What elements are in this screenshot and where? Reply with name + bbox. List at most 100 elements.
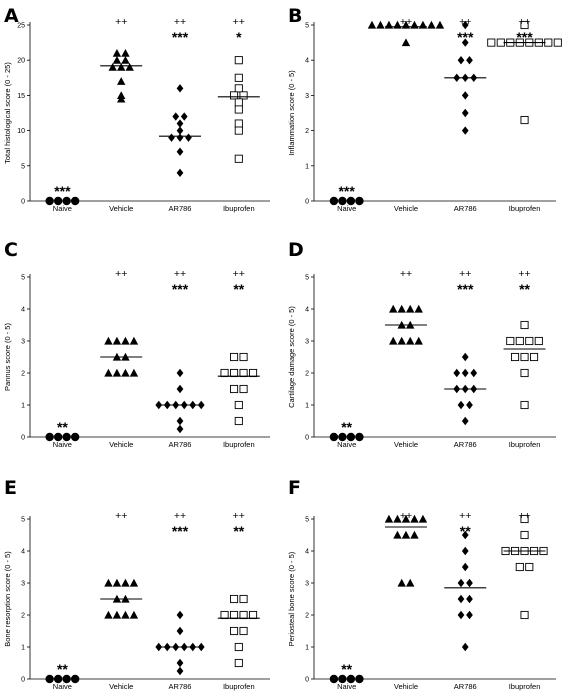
data-point — [461, 352, 469, 362]
data-point — [176, 416, 184, 426]
data-point — [520, 610, 529, 620]
data-point — [329, 674, 339, 684]
data-point — [466, 400, 473, 410]
y-tick-label: 2 — [21, 613, 25, 620]
data-point — [121, 368, 130, 377]
group-vehicle: Vehicle ++ — [100, 510, 143, 691]
data-point — [461, 91, 469, 100]
data-point — [70, 674, 80, 684]
significance-plus: ++ — [400, 268, 412, 280]
y-tick-label: 4 — [305, 307, 309, 314]
y-tick-label: 3 — [21, 581, 25, 588]
data-point — [176, 147, 184, 156]
data-point — [389, 304, 398, 313]
data-point — [520, 514, 529, 524]
panel-c: C 0 1 2 3 4 5 Pannus score (0 - 5) Naive ** Vehicl… — [3, 239, 270, 449]
group-ar786: AR786 ++*** — [155, 268, 205, 449]
significance-stars: ** — [341, 661, 352, 677]
data-point — [121, 578, 130, 587]
data-point — [461, 562, 469, 572]
data-point — [461, 126, 469, 135]
data-point — [355, 196, 364, 206]
data-point — [239, 594, 248, 604]
significance-plus: ++ — [400, 16, 412, 28]
data-point — [520, 400, 529, 410]
data-point — [125, 63, 134, 71]
data-point — [239, 91, 248, 100]
data-point — [117, 94, 126, 103]
data-point — [346, 674, 356, 684]
data-point — [229, 594, 239, 604]
data-point — [234, 84, 243, 93]
data-point — [239, 368, 248, 378]
data-point — [45, 432, 54, 442]
data-point — [414, 336, 423, 345]
y-tick-label: 2 — [21, 371, 25, 378]
data-point — [234, 73, 243, 82]
data-point — [461, 20, 469, 30]
data-point — [197, 642, 205, 652]
data-point — [329, 196, 339, 206]
significance-stars: *** — [172, 29, 189, 45]
data-point — [180, 112, 188, 121]
data-point — [45, 674, 54, 684]
data-point — [367, 20, 377, 29]
data-point — [553, 38, 562, 47]
group-vehicle: Vehicle ++ — [384, 268, 427, 449]
data-point — [346, 196, 356, 206]
data-point — [108, 63, 117, 71]
data-point — [525, 336, 534, 346]
data-point — [234, 658, 243, 668]
data-point — [461, 38, 469, 47]
data-point — [62, 196, 71, 206]
data-point — [229, 91, 239, 100]
significance-plus: ++ — [233, 268, 245, 280]
data-point — [457, 578, 465, 588]
data-point — [466, 594, 473, 604]
data-point — [129, 578, 139, 587]
significance-stars: *** — [172, 523, 189, 539]
group-naive: Naive ** — [329, 419, 364, 449]
data-point — [355, 432, 364, 442]
group-ibuprofen: Ibuprofen ++** — [503, 268, 546, 449]
y-tick-label: 15 — [17, 93, 25, 100]
category-label: Vehicle — [109, 682, 133, 691]
category-label: Ibuprofen — [509, 682, 541, 691]
data-point — [470, 368, 478, 378]
data-point — [234, 400, 243, 410]
category-label: Vehicle — [109, 204, 133, 213]
group-ar786: AR786 ++*** — [444, 268, 487, 449]
data-point — [435, 20, 445, 29]
data-point — [401, 530, 411, 539]
data-point — [53, 196, 63, 206]
y-tick-label: 3 — [305, 93, 309, 100]
data-point — [466, 56, 473, 65]
panel-b: B 0 1 2 3 4 5 Inflammation score (0 - 5) Naive **… — [287, 5, 562, 213]
data-point — [515, 336, 524, 346]
data-point — [176, 384, 184, 394]
data-point — [239, 384, 248, 394]
y-tick-label: 10 — [17, 128, 25, 135]
data-point — [461, 108, 469, 118]
y-tick-label: 4 — [305, 549, 309, 556]
category-label: AR786 — [454, 682, 477, 691]
data-point — [53, 432, 63, 442]
data-point — [338, 196, 347, 206]
category-label: Vehicle — [394, 204, 418, 213]
data-point — [239, 352, 248, 362]
y-axis-label: Bone resorption score (0 - 5) — [3, 551, 12, 647]
data-point — [466, 610, 473, 620]
y-tick-label: 0 — [21, 199, 25, 206]
data-point — [457, 56, 465, 65]
category-label: Naive — [337, 440, 356, 449]
category-label: Vehicle — [394, 440, 418, 449]
y-tick-label: 4 — [21, 549, 25, 556]
significance-plus: ++ — [174, 16, 186, 28]
data-point — [176, 119, 184, 128]
data-point — [234, 119, 243, 128]
data-point — [401, 514, 411, 523]
group-ar786: AR786 ++*** — [159, 16, 201, 213]
data-point — [234, 98, 243, 107]
data-point — [229, 626, 239, 636]
data-point — [121, 610, 130, 619]
